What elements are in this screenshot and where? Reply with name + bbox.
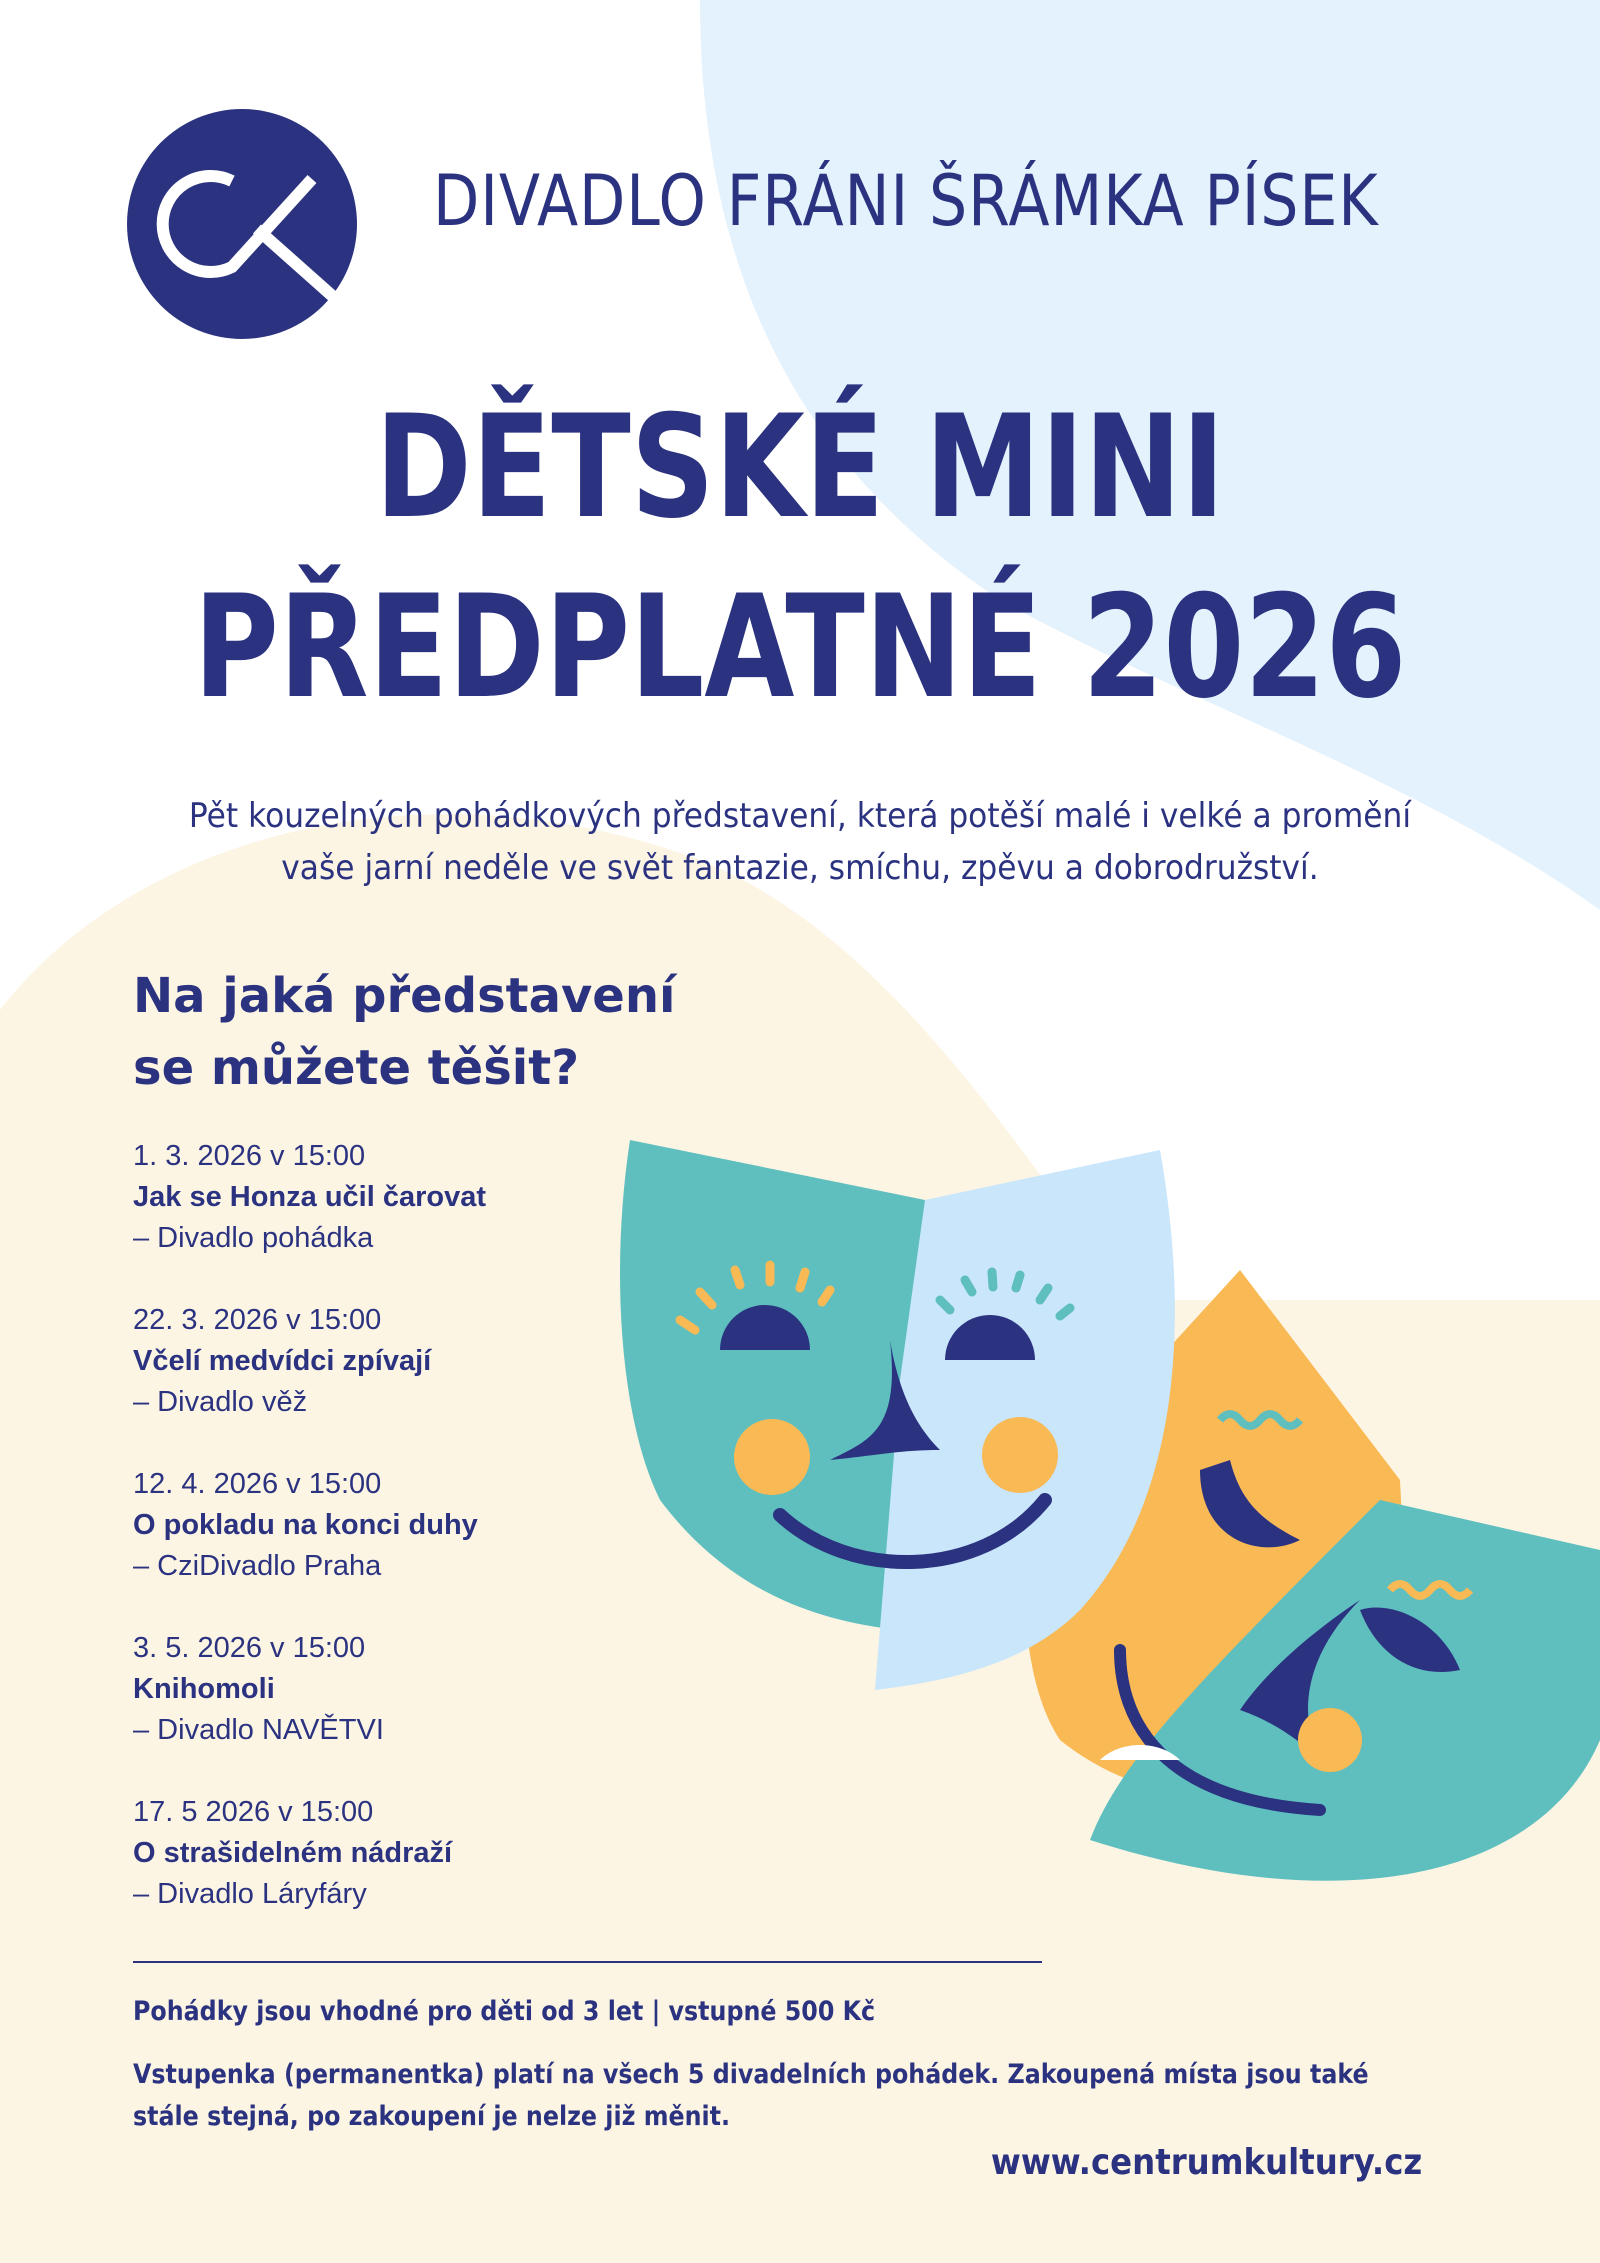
organization-name: DIVADLO FRÁNI ŠRÁMKA PÍSEK — [433, 160, 1379, 242]
theatre-masks-icon — [620, 1140, 1600, 1881]
ck-logo-circle-icon — [127, 109, 357, 339]
event-date: 17. 5 2026 v 15:00 — [133, 1796, 374, 1828]
event-date: 3. 5. 2026 v 15:00 — [133, 1632, 366, 1664]
ticket-note: Vstupenka (permanentka) platí na všech 5… — [133, 2054, 1369, 2138]
event-title: Jak se Honza učil čarovat — [133, 1181, 486, 1213]
event-title: O strašidelném nádraží — [133, 1837, 453, 1869]
event-item: 1. 3. 2026 v 15:00 Jak se Honza učil čaro… — [133, 1136, 486, 1259]
event-list: 1. 3. 2026 v 15:00 Jak se Honza učil čaro… — [133, 1136, 486, 1956]
divider — [133, 1961, 1042, 1963]
program-heading-line-2: se můžete těšit? — [133, 1040, 580, 1096]
event-company: – Divadlo věž — [133, 1386, 308, 1418]
event-title: Knihomoli — [133, 1673, 275, 1705]
event-date: 1. 3. 2026 v 15:00 — [133, 1140, 366, 1172]
age-and-price: Pohádky jsou vhodné pro děti od 3 let | … — [133, 1996, 876, 2027]
intro-line-1: Pět kouzelných pohádkových představení, … — [188, 796, 1412, 836]
event-company: – Divadlo NAVĚTVI — [133, 1714, 384, 1746]
event-date: 12. 4. 2026 v 15:00 — [133, 1468, 382, 1500]
ticket-note-line-2: stále stejná, po zakoupení je nelze již … — [133, 2101, 731, 2132]
event-title: Včelí medvídci zpívají — [133, 1345, 432, 1377]
event-company: – Divadlo pohádka — [133, 1222, 374, 1254]
title-line-2: PŘEDPLATNÉ 2026 — [193, 565, 1407, 730]
intro-line-2: vaše jarní neděle ve svět fantazie, smíc… — [281, 848, 1319, 888]
event-item: 3. 5. 2026 v 15:00 Knihomoli – Divadlo NAV… — [133, 1628, 486, 1751]
intro-text: Pět kouzelných pohádkových představení, … — [0, 790, 1600, 894]
event-company: – Divadlo Láryfáry — [133, 1878, 367, 1910]
program-heading-line-1: Na jaká představení — [133, 968, 676, 1024]
website-link[interactable]: www.centrumkultury.cz — [990, 2142, 1422, 2183]
ticket-note-line-1: Vstupenka (permanentka) platí na všech 5… — [133, 2059, 1369, 2090]
program-heading: Na jaká představení se můžete těšit? — [133, 960, 675, 1104]
event-date: 22. 3. 2026 v 15:00 — [133, 1304, 382, 1336]
title-line-1: DĚTSKÉ MINI — [375, 385, 1225, 550]
event-item: 22. 3. 2026 v 15:00 Včelí medvídci zpívaj… — [133, 1300, 486, 1423]
event-item: 17. 5 2026 v 15:00 O strašidelném nádraží… — [133, 1792, 486, 1915]
event-item: 12. 4. 2026 v 15:00 O pokladu na konci du… — [133, 1464, 486, 1587]
event-company: – CziDivadlo Praha — [133, 1550, 382, 1582]
event-title: O pokladu na konci duhy — [133, 1509, 478, 1541]
